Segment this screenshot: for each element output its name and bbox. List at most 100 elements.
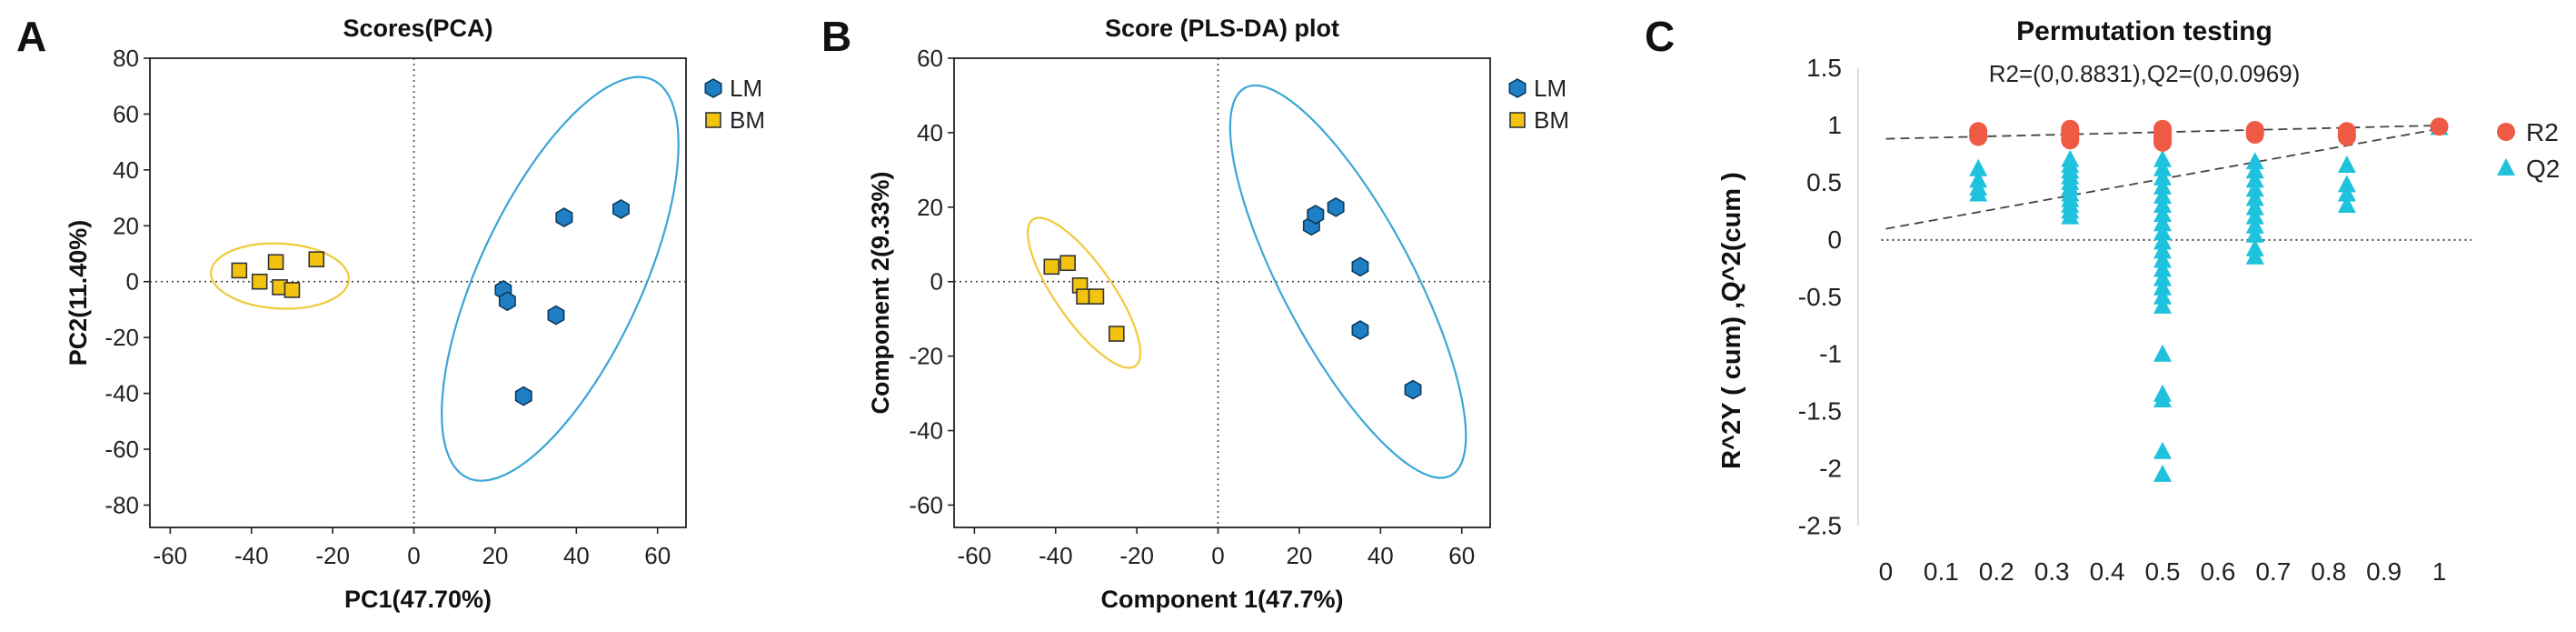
point-bm <box>308 251 325 267</box>
y-tick-label: -60 <box>909 491 943 518</box>
plot-frame <box>149 57 687 528</box>
point-q2 <box>2153 196 2172 214</box>
x-tick-label: 40 <box>563 542 590 569</box>
x-tick-label: 1 <box>2432 557 2447 586</box>
point-q2 <box>2245 188 2264 206</box>
panel-b: B Score (PLS-DA) plot -60 -40 -20 0 20 40 60 60 40… <box>821 13 1569 613</box>
x-tick-label: 0 <box>407 542 420 569</box>
y-tick-label: -1 <box>1819 340 1842 368</box>
point-bm <box>1059 255 1076 272</box>
point-q2 <box>1969 158 1988 176</box>
y-tick-label: -20 <box>909 343 943 370</box>
panel-a: A Scores(PCA) -60 -40 -20 0 20 40 60 80 60 40 20 0 -20… <box>16 13 765 613</box>
point-q2 <box>2153 205 2172 223</box>
y-tick-label: 0 <box>930 268 943 296</box>
panel-letter: B <box>821 13 851 60</box>
chart-title: Score (PLS-DA) plot <box>1105 15 1339 42</box>
x-tick-label: 0.4 <box>2090 557 2125 586</box>
x-tick-label: 0.8 <box>2311 557 2346 586</box>
x-axis-label: Component 1(47.7%) <box>1100 586 1343 613</box>
point-q2 <box>2245 161 2264 179</box>
point-q2 <box>2153 176 2172 195</box>
legend-label-lm: LM <box>1534 75 1566 102</box>
x-tick-label: 0.5 <box>2145 557 2181 586</box>
x-tick-label: 0.9 <box>2366 557 2402 586</box>
point-q2 <box>2245 152 2264 170</box>
legend-marker-bm <box>1509 112 1526 128</box>
point-q2 <box>2153 241 2172 259</box>
point-lm <box>514 386 532 406</box>
point-q2 <box>2153 286 2172 305</box>
x-tick-label: -60 <box>154 542 188 569</box>
point-q2 <box>2153 259 2172 277</box>
x-tick-label: -40 <box>234 542 269 569</box>
point-r2 <box>2061 131 2080 150</box>
point-lm <box>1307 205 1325 225</box>
legend-label-r2: R2 <box>2526 118 2559 146</box>
y-tick-label: -2.5 <box>1798 512 1842 540</box>
point-q2 <box>2153 277 2172 296</box>
y-tick-label: 40 <box>917 119 943 146</box>
y-tick-label: -40 <box>909 417 943 445</box>
legend-marker-lm <box>704 78 722 98</box>
y-tick-label: 1 <box>1827 111 1842 139</box>
legend-label-lm: LM <box>730 75 762 102</box>
point-r2 <box>1969 127 1988 146</box>
point-q2 <box>2245 197 2264 216</box>
point-q2 <box>2061 206 2080 225</box>
y-tick-label: 0.5 <box>1806 168 1842 196</box>
point-q2 <box>2337 175 2356 193</box>
confidence-ellipse-bm <box>1026 216 1142 369</box>
y-tick-label: 40 <box>113 156 139 184</box>
y-tick-label: 60 <box>113 100 139 127</box>
point-q2 <box>2153 158 2172 176</box>
legend-marker-r2 <box>2497 123 2515 141</box>
point-q2 <box>2245 216 2264 234</box>
point-q2 <box>1969 184 1988 202</box>
point-q2 <box>2153 268 2172 286</box>
y-tick-label: 80 <box>113 45 139 72</box>
point-bm <box>1088 288 1105 305</box>
y-tick-label: -0.5 <box>1798 283 1842 311</box>
y-tick-label: -40 <box>104 380 139 407</box>
plot-frame <box>953 57 1491 528</box>
point-bm <box>251 273 268 290</box>
point-r2 <box>2430 117 2449 136</box>
x-tick-label: 0 <box>1211 542 1224 569</box>
y-tick-label: 0 <box>1827 226 1842 254</box>
point-q2 <box>2153 149 2172 167</box>
x-tick-label: 60 <box>1448 542 1475 569</box>
point-q2 <box>2153 296 2172 314</box>
x-tick-label: 20 <box>1286 542 1312 569</box>
x-tick-label: -40 <box>1039 542 1073 569</box>
point-r2 <box>2337 127 2356 146</box>
point-lm <box>1351 320 1369 340</box>
x-tick-label: 0.1 <box>1924 557 1959 586</box>
y-tick-label: -80 <box>104 491 139 518</box>
y-axis-label: Component 2(9.33%) <box>867 171 894 414</box>
y-tick-label: -1.5 <box>1798 397 1842 426</box>
point-bm <box>267 254 284 271</box>
x-tick-label: 60 <box>644 542 671 569</box>
point-bm <box>1043 258 1060 276</box>
legend-label-bm: BM <box>730 106 765 134</box>
x-axis-label: PC1(47.70%) <box>344 586 492 613</box>
point-q2 <box>2337 184 2356 202</box>
chart-subtitle: R2=(0,0.8831),Q2=(0,0.0969) <box>1989 60 2301 87</box>
legend-marker-q2 <box>2497 158 2515 176</box>
y-tick-label: 60 <box>917 45 943 72</box>
point-q2 <box>2153 232 2172 250</box>
point-q2 <box>2245 170 2264 188</box>
legend-marker-bm <box>705 112 721 128</box>
point-q2 <box>2245 246 2264 265</box>
chart-title: Permutation testing <box>2016 16 2273 46</box>
point-q2 <box>2153 390 2172 408</box>
y-tick-label: -20 <box>104 324 139 351</box>
point-q2 <box>2153 250 2172 268</box>
point-q2 <box>2153 344 2172 362</box>
x-tick-label: -20 <box>1119 542 1154 569</box>
point-q2 <box>2337 196 2356 214</box>
legend-label-q2: Q2 <box>2526 155 2560 183</box>
point-bm <box>283 282 301 298</box>
y-tick-label: 1.5 <box>1806 54 1842 82</box>
